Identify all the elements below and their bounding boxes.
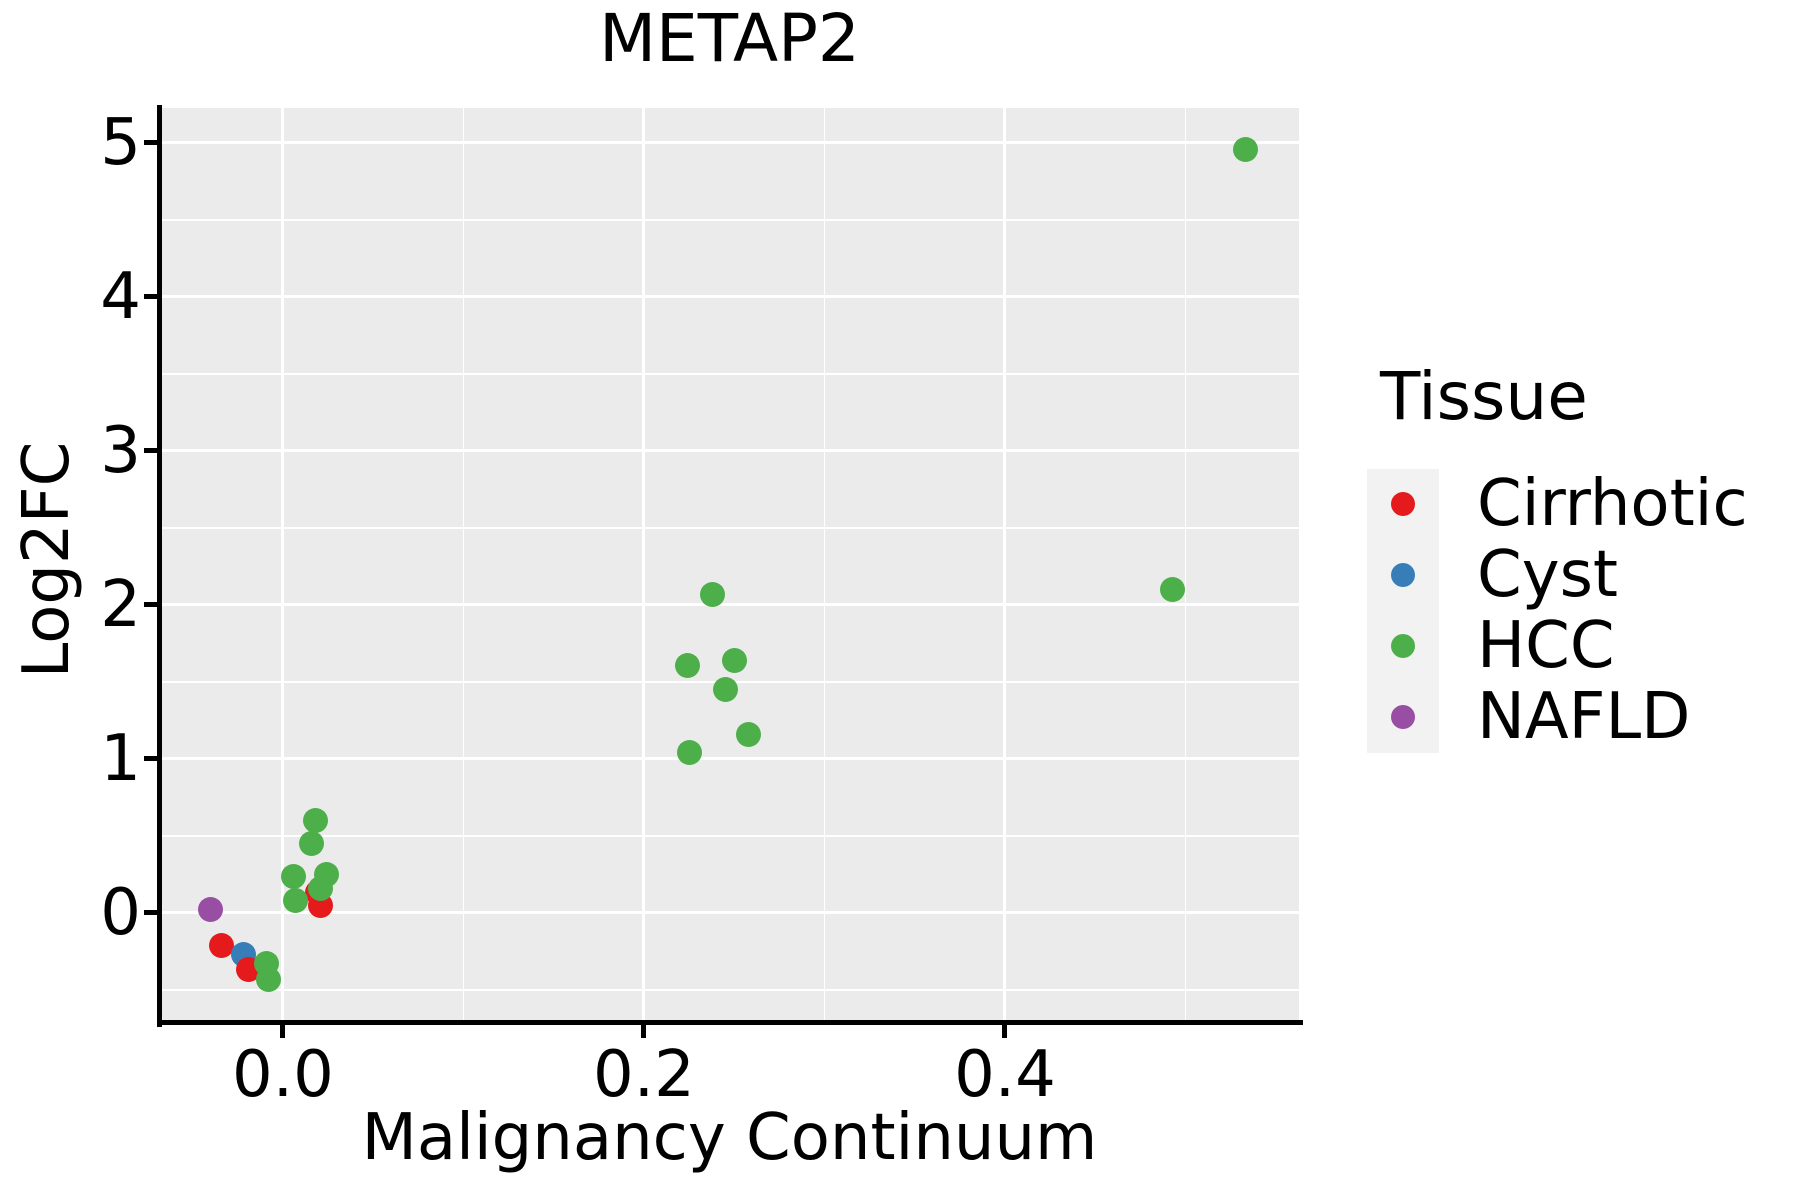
y-major-gridline [160,757,1299,761]
y-major-gridline [160,141,1299,145]
y-minor-gridline [160,527,1299,529]
y-major-gridline [160,295,1299,299]
x-tick-label: 0.2 [593,1038,695,1112]
y-tick-label: 2 [100,567,141,642]
y-minor-gridline [160,219,1299,221]
data-point-hcc [674,652,700,678]
y-minor-gridline [160,835,1299,837]
data-point-hcc [313,861,339,887]
data-point-hcc [712,677,738,703]
y-axis-spine [157,105,162,1027]
plot-panel [160,108,1299,1022]
x-major-gridline [281,108,285,1022]
legend-label-hcc: HCC [1477,609,1615,683]
y-tick-mark [144,448,157,454]
y-minor-gridline [160,989,1299,991]
legend-title: Tissue [1380,358,1588,435]
data-point-hcc [1160,577,1186,603]
x-minor-gridline [1184,108,1187,1022]
y-tick-label: 3 [100,413,141,488]
legend-key-nafld [1367,682,1439,753]
x-major-gridline [642,108,646,1022]
x-axis-title: Malignancy Continuum [361,1101,1098,1175]
data-point-hcc [1232,136,1258,162]
y-major-gridline [160,911,1299,915]
data-point-hcc [299,831,325,857]
data-point-hcc [281,863,307,889]
data-point-hcc [255,966,281,992]
y-tick-mark [144,910,157,916]
y-minor-gridline [160,373,1299,375]
data-point-hcc [700,581,726,607]
x-tick-mark [641,1025,647,1038]
y-tick-mark [144,756,157,762]
x-tick-label: 0.4 [954,1038,1056,1112]
legend-key-cirrhotic [1367,469,1439,540]
data-point-nafld [198,897,224,923]
legend-key-cyst [1367,540,1439,611]
y-tick-label: 1 [100,721,141,796]
y-tick-label: 5 [100,105,141,180]
data-point-hcc [302,808,328,834]
legend-dot-cirrhotic [1391,492,1415,516]
legend-label-cirrhotic: Cirrhotic [1477,467,1748,541]
data-point-hcc [736,721,762,747]
y-tick-label: 4 [100,259,141,334]
x-major-gridline [1003,108,1007,1022]
y-major-gridline [160,449,1299,453]
y-axis-title: Log2FC [10,441,84,679]
legend-dot-hcc [1391,634,1415,658]
legend-label-nafld: NAFLD [1477,680,1691,754]
x-tick-mark [280,1025,286,1038]
data-point-hcc [676,740,702,766]
x-minor-gridline [462,108,465,1022]
legend-dot-nafld [1391,705,1415,729]
x-tick-mark [1002,1025,1008,1038]
y-major-gridline [160,603,1299,607]
y-tick-mark [144,294,157,300]
y-tick-mark [144,140,157,146]
x-axis-spine [157,1020,1303,1025]
legend-label-cyst: Cyst [1477,538,1618,612]
legend-key-hcc [1367,611,1439,682]
y-tick-mark [144,602,157,608]
data-point-cirrhotic [209,932,235,958]
chart-title: METAP2 [599,0,860,77]
data-point-hcc [721,647,747,673]
y-tick-label: 0 [100,875,141,950]
legend-dot-cyst [1391,563,1415,587]
x-tick-label: 0.0 [232,1038,334,1112]
data-point-hcc [283,888,309,914]
x-minor-gridline [823,108,826,1022]
